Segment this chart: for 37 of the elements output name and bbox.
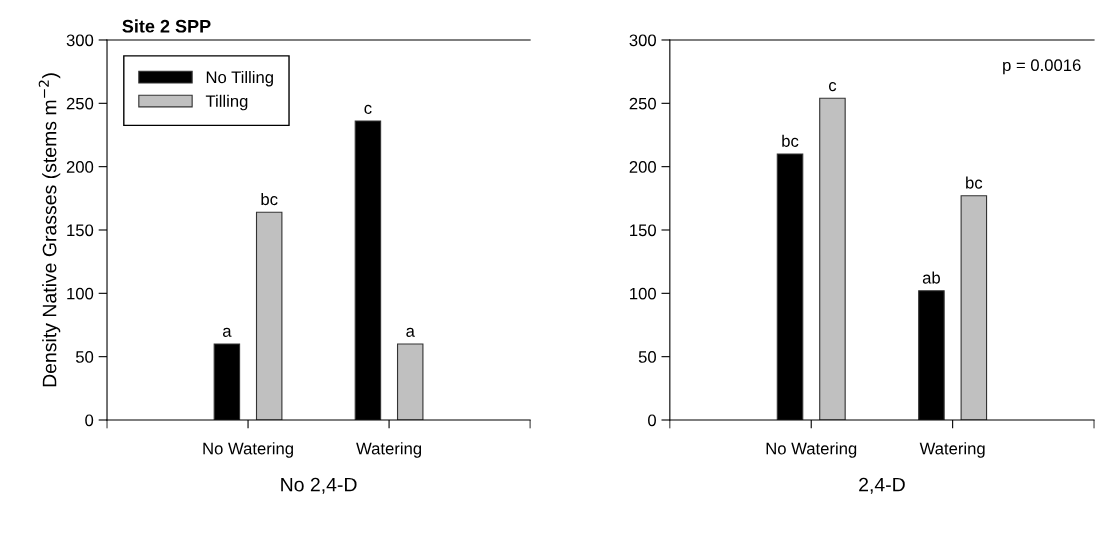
y-axis-title: Density Native Grasses (stems m$^{−2}$) [38,73,61,387]
y-tick-label: 50 [75,351,94,363]
data-label: c [828,82,837,92]
bar [255,211,283,420]
data-label: a [222,327,232,337]
y-tick-label: 200 [66,161,94,173]
y-tick-label: 150 [630,224,656,237]
y-tick-label: 300 [66,34,94,47]
data-label: bc [261,192,278,206]
bar [396,343,424,420]
data-label: a [406,327,415,337]
annotation: p = 0.0016 [1003,59,1081,75]
data-label: bc [966,176,983,189]
legend-label: Tilling [205,94,248,111]
x-tick-label: Watering [356,442,422,458]
y-tick-label: 300 [629,34,656,47]
x-tick-label: Watering [919,442,985,458]
x-tick-label: No Watering [203,442,293,458]
y-tick-label: 250 [66,97,94,110]
bar [960,195,988,420]
x-axis-title: No 2,4-D [281,477,357,494]
y-tick-label: 150 [67,224,94,237]
y-tick-label: 100 [67,287,94,300]
y-tick-label: 0 [85,414,94,427]
data-label: bc [782,134,799,147]
chart-title: Site 2 SPP [122,19,211,33]
y-tick-label: 250 [629,97,656,110]
data-label: ab [922,271,940,284]
x-tick-label: No Watering [766,442,857,458]
bar [819,97,846,420]
data-label: c [364,104,372,114]
legend-label: No Tilling [206,70,273,87]
y-tick-label: 50 [638,351,656,363]
x-axis-title: 2,4-D [859,477,905,494]
y-tick-label: 0 [648,414,656,427]
y-tick-label: 100 [630,287,656,300]
y-tick-label: 200 [629,161,656,173]
